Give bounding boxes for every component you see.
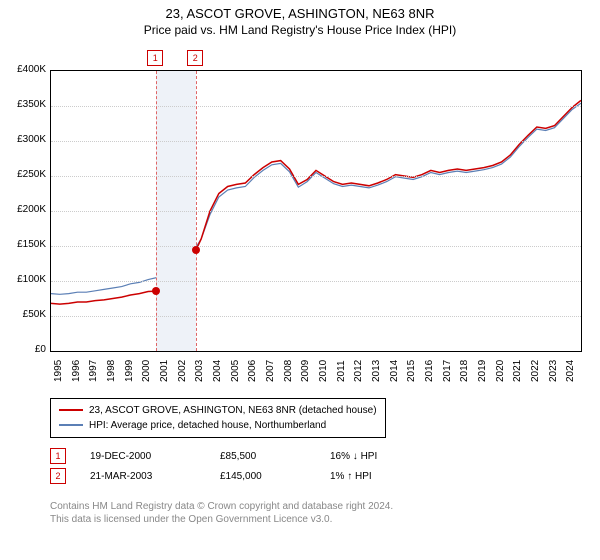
- sale-row-marker: 1: [50, 448, 66, 464]
- sales-legend: 1 19-DEC-2000£85,50016% ↓ HPI 2 21-MAR-2003…: [50, 448, 377, 488]
- x-tick-label: 1998: [106, 360, 117, 382]
- sale-row-marker: 2: [50, 468, 66, 484]
- sale-date: 19-DEC-2000: [90, 451, 220, 462]
- sale-point-marker: [152, 287, 160, 295]
- legend-label-red: 23, ASCOT GROVE, ASHINGTON, NE63 8NR (de…: [89, 405, 377, 416]
- y-tick-label: £100K: [6, 274, 46, 285]
- y-tick-label: £350K: [6, 99, 46, 110]
- footer-line2: This data is licensed under the Open Gov…: [50, 513, 393, 526]
- x-tick-label: 2003: [194, 360, 205, 382]
- series-legend: 23, ASCOT GROVE, ASHINGTON, NE63 8NR (de…: [50, 398, 386, 438]
- sale-price: £145,000: [220, 471, 330, 482]
- x-tick-label: 1996: [71, 360, 82, 382]
- x-tick-label: 2011: [336, 360, 347, 382]
- chart-subtitle: Price paid vs. HM Land Registry's House …: [0, 21, 600, 37]
- sale-row-1: 1 19-DEC-2000£85,50016% ↓ HPI: [50, 448, 377, 464]
- x-tick-label: 2012: [353, 360, 364, 382]
- sale-date: 21-MAR-2003: [90, 471, 220, 482]
- x-tick-label: 2000: [141, 360, 152, 382]
- x-tick-label: 2014: [389, 360, 400, 382]
- y-tick-label: £150K: [6, 239, 46, 250]
- sale-price: £85,500: [220, 451, 330, 462]
- legend-label-blue: HPI: Average price, detached house, Nort…: [89, 420, 326, 431]
- x-tick-label: 2019: [477, 360, 488, 382]
- x-tick-label: 2006: [247, 360, 258, 382]
- x-tick-label: 2015: [406, 360, 417, 382]
- x-tick-label: 1995: [53, 360, 64, 382]
- sale-delta: 1% ↑ HPI: [330, 471, 372, 482]
- x-tick-label: 1997: [88, 360, 99, 382]
- x-tick-label: 2005: [230, 360, 241, 382]
- sale-row-2: 2 21-MAR-2003£145,0001% ↑ HPI: [50, 468, 377, 484]
- chart-title: 23, ASCOT GROVE, ASHINGTON, NE63 8NR: [0, 0, 600, 21]
- legend-row-red: 23, ASCOT GROVE, ASHINGTON, NE63 8NR (de…: [59, 403, 377, 418]
- plot-area: [50, 70, 582, 352]
- x-tick-label: 2008: [283, 360, 294, 382]
- x-tick-label: 2002: [177, 360, 188, 382]
- chart-container: 23, ASCOT GROVE, ASHINGTON, NE63 8NR Pri…: [0, 0, 600, 560]
- sale-delta: 16% ↓ HPI: [330, 451, 377, 462]
- x-tick-label: 2018: [459, 360, 470, 382]
- y-tick-label: £50K: [6, 309, 46, 320]
- x-tick-label: 2007: [265, 360, 276, 382]
- legend-swatch-red: [59, 409, 83, 411]
- x-tick-label: 2016: [424, 360, 435, 382]
- x-tick-label: 2023: [548, 360, 559, 382]
- x-tick-label: 2021: [512, 360, 523, 382]
- legend-swatch-blue: [59, 424, 83, 426]
- x-tick-label: 2022: [530, 360, 541, 382]
- x-tick-label: 1999: [124, 360, 135, 382]
- x-tick-label: 2001: [159, 360, 170, 382]
- x-tick-label: 2009: [300, 360, 311, 382]
- x-tick-label: 2020: [495, 360, 506, 382]
- footer-text: Contains HM Land Registry data © Crown c…: [50, 500, 393, 526]
- x-tick-label: 2013: [371, 360, 382, 382]
- legend-row-blue: HPI: Average price, detached house, Nort…: [59, 418, 377, 433]
- y-tick-label: £400K: [6, 64, 46, 75]
- y-tick-label: £250K: [6, 169, 46, 180]
- y-tick-label: £0: [6, 344, 46, 355]
- sale-marker-2: 2: [187, 50, 203, 66]
- x-tick-label: 2017: [442, 360, 453, 382]
- x-tick-label: 2004: [212, 360, 223, 382]
- y-tick-label: £200K: [6, 204, 46, 215]
- y-tick-label: £300K: [6, 134, 46, 145]
- x-tick-label: 2010: [318, 360, 329, 382]
- sale-marker-1: 1: [147, 50, 163, 66]
- footer-line1: Contains HM Land Registry data © Crown c…: [50, 500, 393, 513]
- x-tick-label: 2024: [565, 360, 576, 382]
- sale-point-marker: [192, 246, 200, 254]
